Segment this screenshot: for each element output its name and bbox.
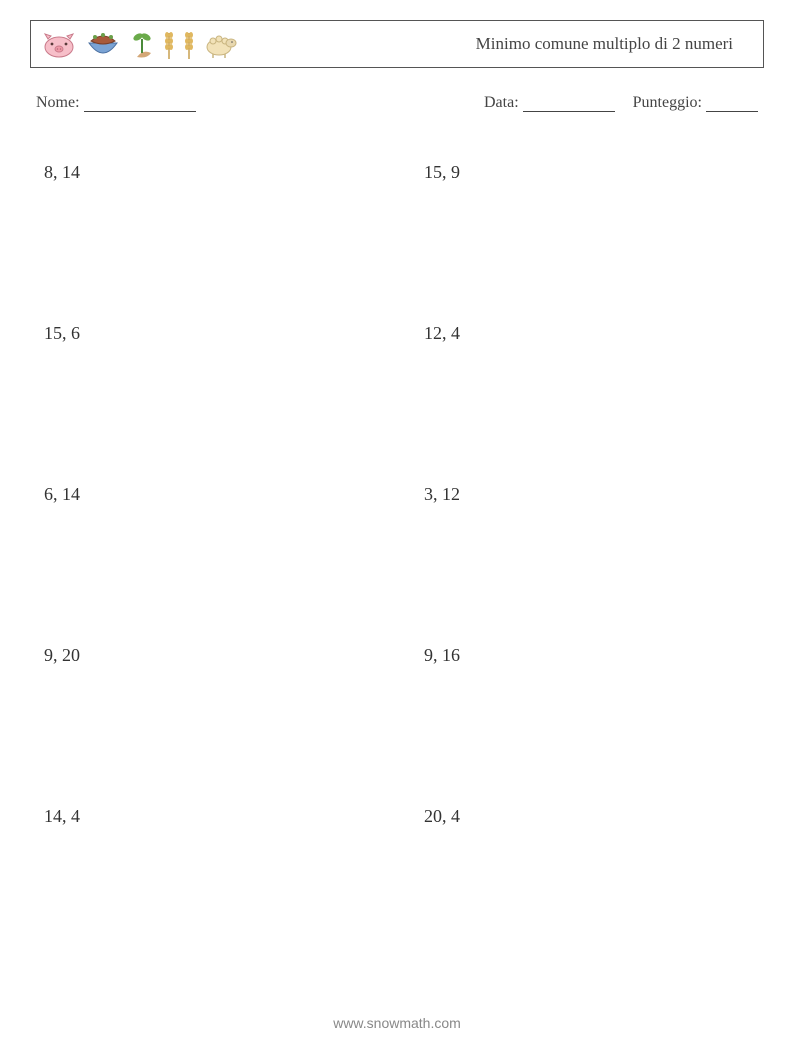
problem-cell: 15, 6 — [44, 323, 424, 344]
score-field: Punteggio: — [633, 94, 758, 112]
problem-row: 14, 4 20, 4 — [44, 806, 764, 827]
pig-icon — [39, 27, 79, 61]
score-label: Punteggio: — [633, 94, 702, 111]
wheat-icon — [161, 27, 177, 61]
name-blank[interactable] — [84, 111, 196, 112]
score-blank[interactable] — [706, 111, 758, 112]
problem-cell: 15, 9 — [424, 162, 460, 183]
name-label: Nome: — [36, 94, 80, 111]
wheat-icon — [181, 27, 197, 61]
date-blank[interactable] — [523, 111, 615, 112]
problem-cell: 20, 4 — [424, 806, 460, 827]
problem-row: 15, 6 12, 4 — [44, 323, 764, 344]
sprout-icon — [127, 27, 157, 61]
name-field: Nome: — [36, 94, 196, 112]
header-decoration-icons — [39, 27, 241, 61]
problem-row: 6, 14 3, 12 — [44, 484, 764, 505]
problem-cell: 12, 4 — [424, 323, 460, 344]
problem-cell: 6, 14 — [44, 484, 424, 505]
date-field: Data: — [484, 94, 615, 112]
header-box: Minimo comune multiplo di 2 numeri — [30, 20, 764, 68]
problems-grid: 8, 14 15, 9 15, 6 12, 4 6, 14 3, 12 9, 2… — [30, 162, 764, 827]
worksheet-title: Minimo comune multiplo di 2 numeri — [476, 34, 733, 54]
problem-cell: 9, 20 — [44, 645, 424, 666]
footer-url: www.snowmath.com — [0, 1015, 794, 1031]
meta-row: Nome: Data: Punteggio: — [30, 94, 764, 112]
problem-cell: 8, 14 — [44, 162, 424, 183]
sheep-icon — [201, 27, 241, 61]
problem-row: 8, 14 15, 9 — [44, 162, 764, 183]
problem-cell: 14, 4 — [44, 806, 424, 827]
bowl-icon — [83, 27, 123, 61]
problem-row: 9, 20 9, 16 — [44, 645, 764, 666]
problem-cell: 3, 12 — [424, 484, 460, 505]
date-label: Data: — [484, 94, 519, 111]
problem-cell: 9, 16 — [424, 645, 460, 666]
